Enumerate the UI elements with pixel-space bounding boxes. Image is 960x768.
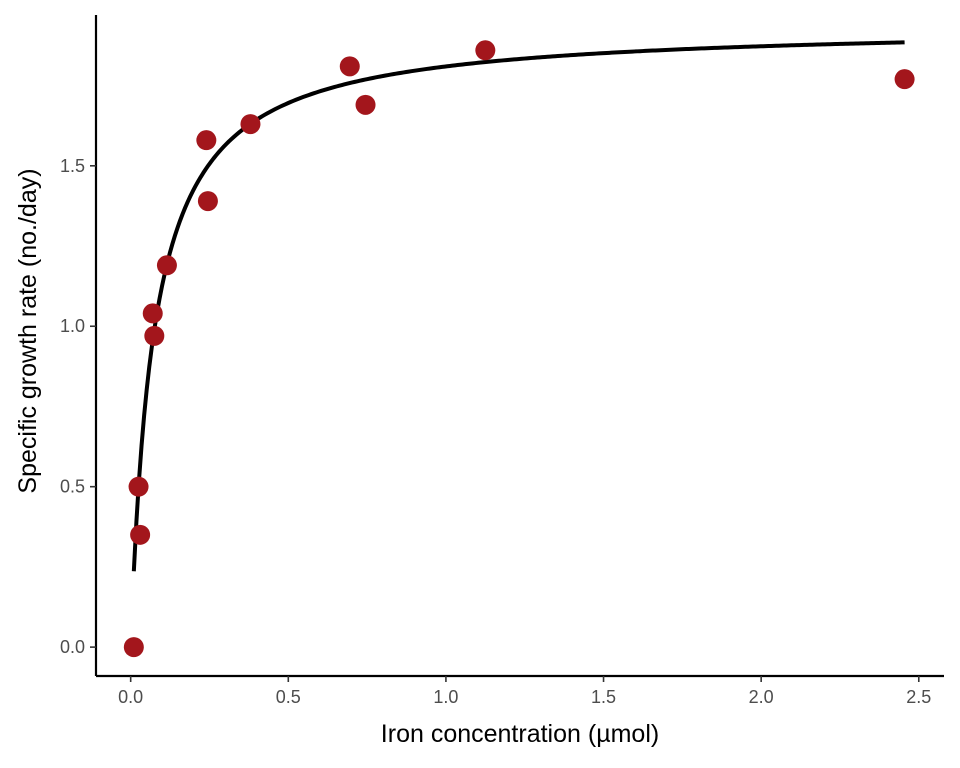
x-axis: 0.0 0.5 1.0 1.5 2.0 2.5 <box>96 674 944 707</box>
data-point <box>130 524 151 545</box>
data-point <box>156 255 177 276</box>
data-point <box>355 94 376 115</box>
data-point <box>197 191 218 212</box>
x-tick-label: 1.5 <box>591 687 616 707</box>
x-axis-title: Iron concentration (µmol) <box>381 720 659 748</box>
data-point <box>144 325 165 346</box>
data-point <box>475 40 496 61</box>
x-tick-label: 0.5 <box>276 687 301 707</box>
data-point <box>142 303 163 324</box>
plot-area <box>123 40 915 658</box>
data-point <box>128 476 149 497</box>
data-point <box>339 56 360 77</box>
data-point <box>894 69 915 90</box>
y-axis-title: Specific growth rate (no./day) <box>14 168 42 493</box>
fit-curve <box>131 40 905 572</box>
data-point <box>240 114 261 135</box>
data-point <box>196 130 217 151</box>
y-tick-label: 0.5 <box>60 477 85 497</box>
x-tick-label: 0.0 <box>118 687 143 707</box>
x-tick-label: 1.0 <box>433 687 458 707</box>
data-point <box>123 637 144 658</box>
y-axis: 0.0 0.5 1.0 1.5 <box>60 15 98 676</box>
y-tick-label: 1.0 <box>60 316 85 336</box>
x-tick-label: 2.0 <box>749 687 774 707</box>
y-tick-label: 0.0 <box>60 637 85 657</box>
x-tick-label: 2.5 <box>906 687 931 707</box>
y-tick-label: 1.5 <box>60 156 85 176</box>
